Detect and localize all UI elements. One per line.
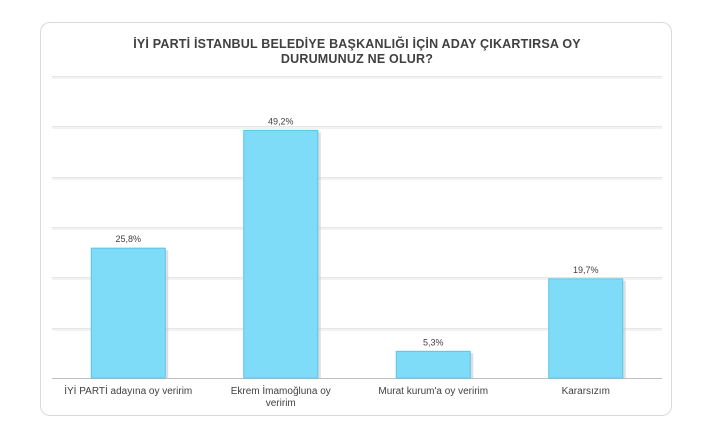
x-tick-label: veririm xyxy=(266,398,296,409)
x-tick-label: İYİ PARTİ adayına oy veririm xyxy=(64,384,192,397)
x-tick-label: Kararsızım xyxy=(562,386,610,397)
chart-title-line-1: İYİ PARTİ İSTANBUL BELEDİYE BAŞKANLIĞI İ… xyxy=(133,37,581,51)
bar-value-label: 49,2% xyxy=(268,116,294,126)
gridlines xyxy=(52,76,662,331)
bar-value-label: 19,7% xyxy=(573,265,599,275)
bar xyxy=(90,247,166,379)
bar-value-label: 25,8% xyxy=(115,234,141,244)
bar xyxy=(548,278,624,379)
chart-title-line-2: DURUMUNUZ NE OLUR? xyxy=(280,52,434,66)
x-tick-label: Murat kurum'a oy veririm xyxy=(378,386,488,397)
bar xyxy=(243,129,319,379)
x-tick-label: Ekrem İmamoğluna oy xyxy=(231,384,331,397)
bar-value-label: 5,3% xyxy=(423,337,444,347)
chart-title: İYİ PARTİ İSTANBUL BELEDİYE BAŞKANLIĞI İ… xyxy=(41,37,673,67)
bar xyxy=(395,350,471,379)
